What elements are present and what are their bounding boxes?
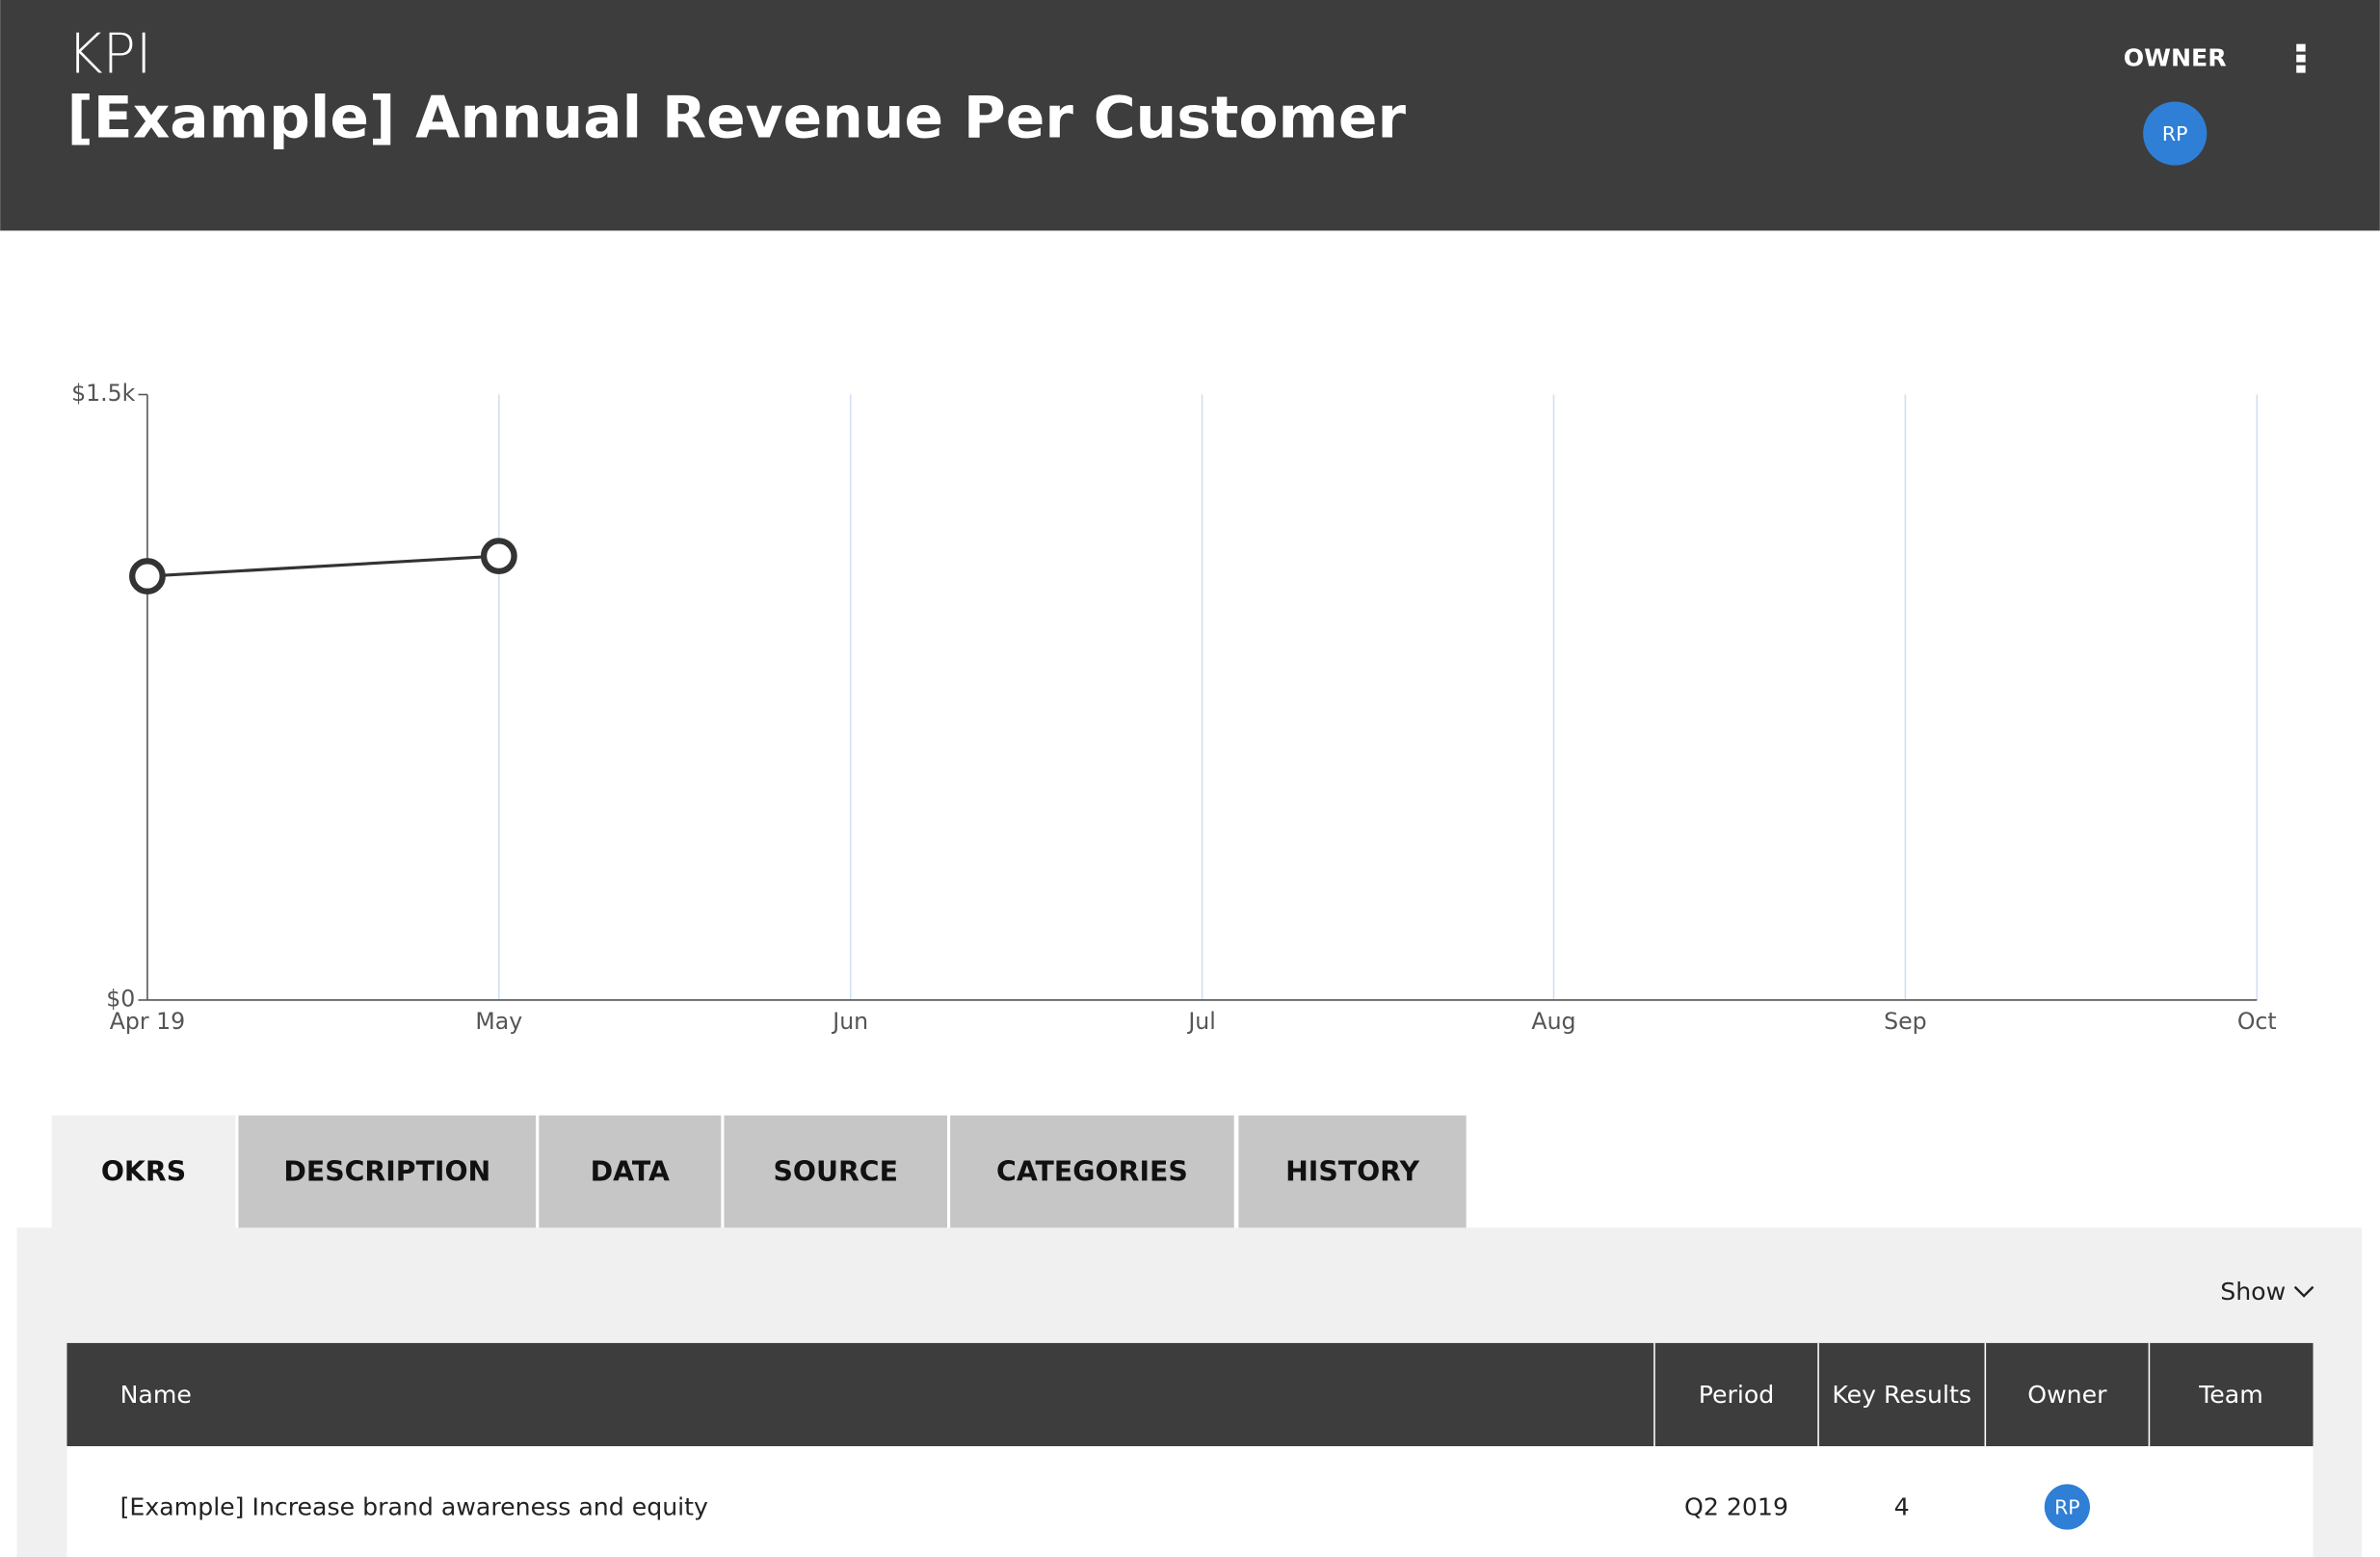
x-tick-label: Jul	[1186, 1008, 1216, 1035]
owner-avatar[interactable]	[2143, 101, 2208, 166]
owner-initials: RP	[2162, 122, 2188, 145]
table-cell: 4	[1894, 1493, 1910, 1521]
tabs: OKRS DESCRIPTION DATA SOURCE CATEGORIES HISTO…	[51, 1115, 1467, 1228]
page-title: [Example] Annual Revenue Per Customer	[66, 85, 1406, 152]
data-point	[129, 558, 166, 594]
tab[interactable]	[724, 1115, 947, 1228]
x-tick-label: Aug	[1531, 1008, 1575, 1035]
table-header	[66, 1342, 2314, 1447]
table: Name Period Key Results Owner Team [Example] …	[120, 1342, 2263, 1530]
tab[interactable]	[238, 1115, 537, 1228]
tab-label: DESCRIPTION	[283, 1156, 490, 1188]
tab-label: CATEGORIES	[996, 1156, 1188, 1188]
kpi-label: KPI	[66, 22, 151, 86]
owner-label: OWNER	[2124, 43, 2227, 71]
tab[interactable]	[51, 1115, 236, 1228]
column-header: Team	[2198, 1381, 2263, 1409]
data-point	[480, 538, 517, 574]
column-header: Key Results	[1832, 1381, 1971, 1409]
data-line	[146, 554, 499, 578]
tab-label: DATA	[591, 1156, 670, 1188]
chart: Apr 19 May Jun Jul Aug Sep Oct $0 $1.5k	[71, 380, 2277, 1035]
column-header: Name	[120, 1381, 192, 1409]
x-tick-label: Jun	[831, 1008, 868, 1035]
tab-label: OKRS	[101, 1156, 186, 1188]
header-bar	[0, 0, 2380, 231]
menu-button[interactable]	[2296, 43, 2306, 73]
x-tick-label: Apr 19	[110, 1008, 185, 1035]
table-cell: [Example] Increase brand awareness and e…	[120, 1493, 708, 1521]
tab[interactable]	[1238, 1115, 1467, 1228]
menu-dot	[2296, 43, 2306, 52]
table-row[interactable]	[66, 1446, 2314, 1557]
chevron	[2293, 1285, 2314, 1298]
tab[interactable]	[950, 1115, 1234, 1228]
x-tick-label: Oct	[2237, 1008, 2277, 1035]
y-tick-label: $0	[106, 985, 135, 1012]
y-tick-label: $1.5k	[71, 380, 136, 407]
show-toggle[interactable]: Show	[2220, 1278, 2286, 1306]
tab[interactable]	[539, 1115, 722, 1228]
tab-label: SOURCE	[773, 1156, 898, 1188]
x-tick-label: May	[475, 1008, 522, 1035]
x-tick-label: Sep	[1884, 1008, 1927, 1035]
owner-initials: RP	[2054, 1496, 2080, 1519]
menu-dot	[2296, 54, 2306, 63]
owner-avatar[interactable]	[2044, 1484, 2091, 1530]
tab-label: HISTORY	[1285, 1156, 1419, 1188]
menu-dot	[2296, 65, 2306, 73]
column-header: Period	[1699, 1381, 1775, 1409]
table-cell: Q2 2019	[1684, 1493, 1788, 1521]
column-header: Owner	[2027, 1381, 2107, 1409]
